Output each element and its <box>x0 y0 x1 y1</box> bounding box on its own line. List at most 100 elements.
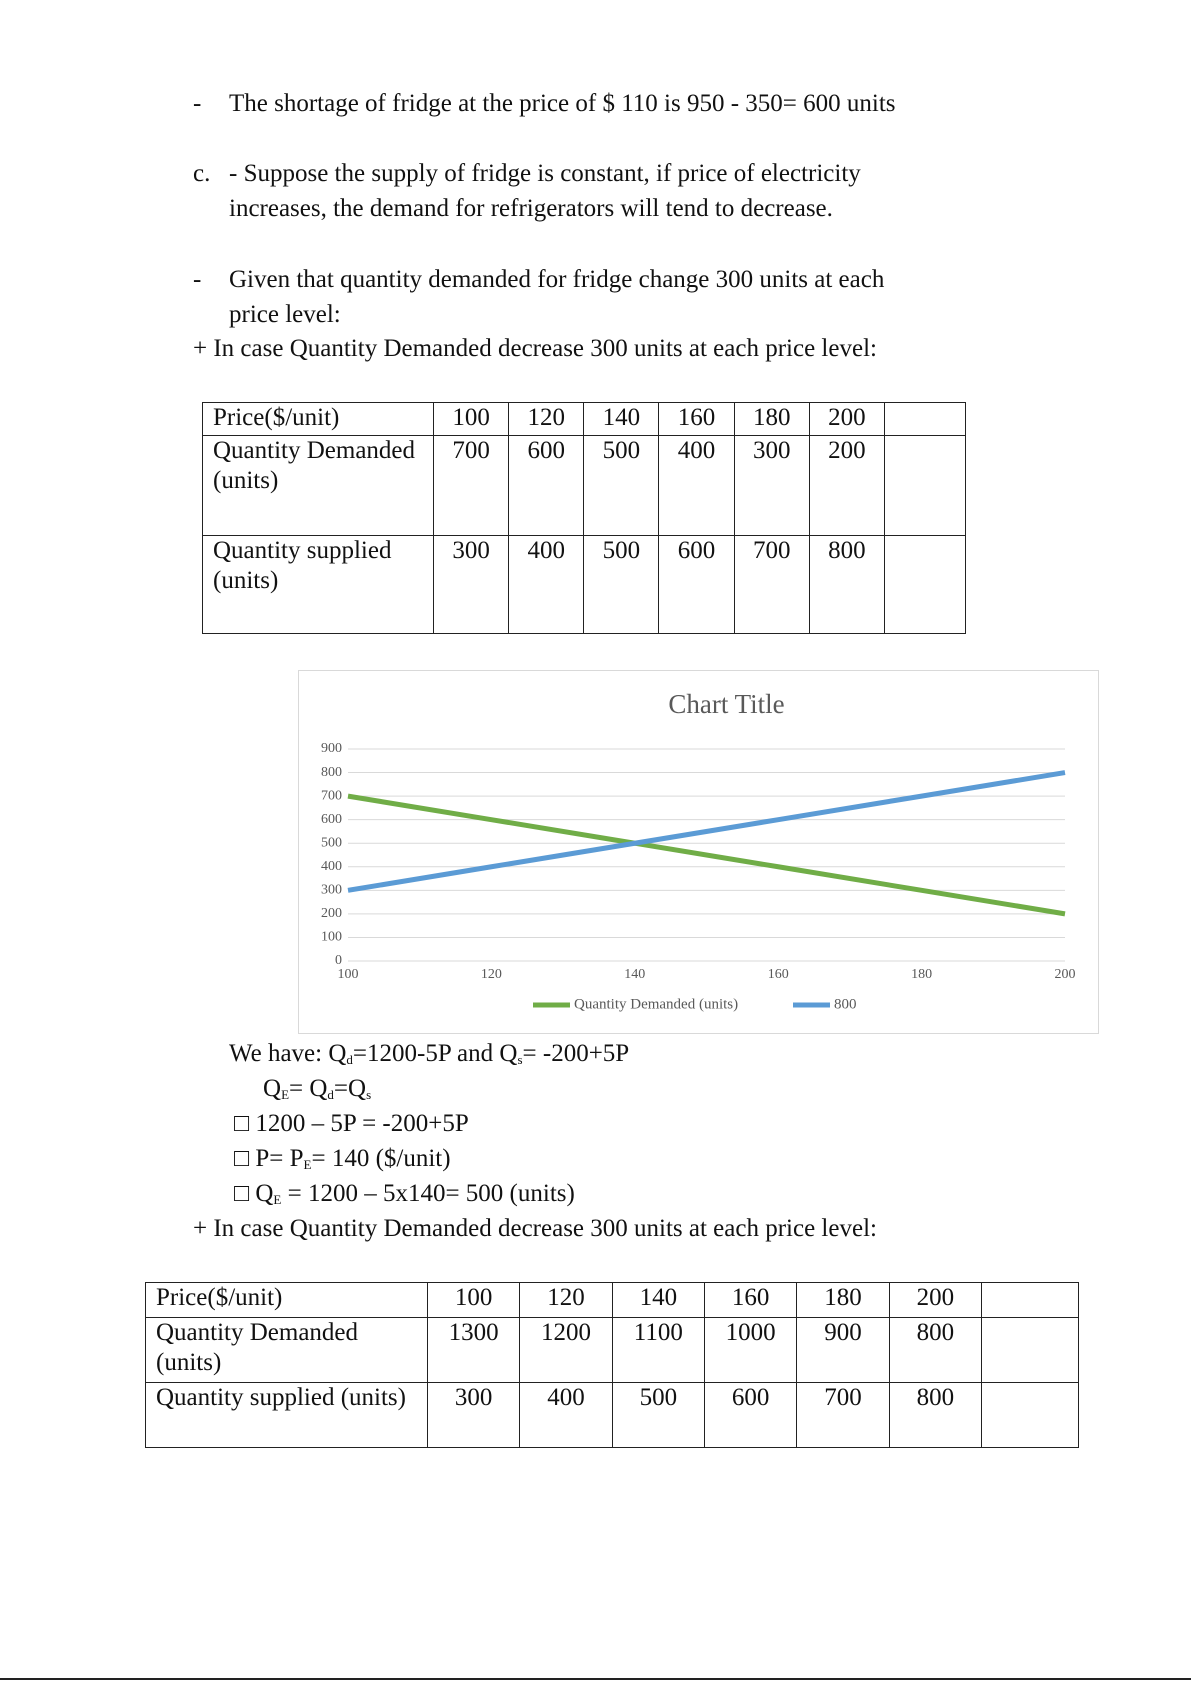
equation-text: □ Q <box>234 1180 274 1207</box>
subscript: E <box>303 1157 312 1172</box>
x-tick-label: 100 <box>338 967 359 982</box>
table-cell: 1000 <box>703 1317 798 1383</box>
x-tick-label: 200 <box>1055 967 1076 982</box>
table-cell: 1300 <box>426 1317 521 1383</box>
subscript: d <box>346 1052 353 1067</box>
table-cell: 120 <box>519 1282 613 1318</box>
y-tick-label: 200 <box>321 906 342 921</box>
table-cell: 500 <box>583 535 660 634</box>
legend-label: 800 <box>834 996 857 1012</box>
table-cell: 200 <box>808 402 886 436</box>
table-cell: Quantity Demanded (units) <box>202 435 434 536</box>
table-row: Quantity Demanded (units) 700 600 500 400 300… <box>202 435 966 536</box>
y-tick-label: 700 <box>321 788 342 803</box>
data-line <box>347 770 1066 893</box>
equation-text: □ 1200 – 5P = -200+5P <box>234 1110 469 1137</box>
table-cell <box>884 535 966 634</box>
paragraph-text: - Suppose the supply of fridge is consta… <box>229 160 861 222</box>
bullet-marker: c. <box>193 160 211 187</box>
paragraph-text: In case Quantity Demanded decrease 300 u… <box>213 335 877 362</box>
x-tick-label: 160 <box>768 967 789 982</box>
equation-text: =Q <box>333 1075 367 1102</box>
table-cell: 200 <box>808 435 886 536</box>
equation: □ P= PE= 140 ($/unit) <box>234 1141 451 1176</box>
table-cell: 160 <box>658 402 735 436</box>
legend-label: Quantity Demanded (units) <box>574 996 738 1012</box>
table-cell: 120 <box>508 402 585 436</box>
table-cell: 700 <box>796 1382 890 1448</box>
table-cell <box>884 402 966 436</box>
equation-text: We have: Q <box>229 1040 347 1067</box>
y-tick-label: 600 <box>321 812 342 827</box>
bullet-marker: + <box>193 1215 208 1242</box>
equation: We have: Qd=1200-5P and Qs= -200+5P <box>229 1036 629 1071</box>
table-cell <box>981 1282 1079 1318</box>
bullet-marker: - <box>193 90 202 117</box>
table-cell: 100 <box>426 1282 521 1318</box>
table-cell: 500 <box>611 1382 705 1448</box>
chart: Chart Title01002003004005006007008009001… <box>298 670 1099 1034</box>
paragraph: + In case Quantity Demanded decrease 300… <box>193 331 913 366</box>
table-cell <box>981 1317 1079 1383</box>
table: Price($/unit) 100 120 140 160 180 200 Quantity … <box>145 1282 1079 1448</box>
table-cell: 300 <box>733 435 810 536</box>
subscript: E <box>281 1087 290 1102</box>
equation-text: = 140 ($/unit) <box>311 1145 451 1172</box>
table-cell: Price($/unit) <box>145 1282 428 1318</box>
table-cell: 700 <box>733 535 810 634</box>
table-cell: Quantity supplied (units) <box>202 535 434 634</box>
table-cell: 200 <box>888 1282 983 1318</box>
equation-text: = Q <box>289 1075 328 1102</box>
table-cell: Price($/unit) <box>202 402 434 436</box>
x-tick-label: 140 <box>624 967 645 982</box>
table-cell: Quantity Demanded (units) <box>145 1317 428 1383</box>
equation-text: = -200+5P <box>522 1040 630 1067</box>
table-cell: 400 <box>519 1382 613 1448</box>
table-cell: 600 <box>508 435 585 536</box>
table: Price($/unit) 100 120 140 160 180 200 Quantity … <box>202 402 966 634</box>
equation: QE= Qd=Qs <box>263 1071 371 1106</box>
equation: □ QE = 1200 – 5x140= 500 (units) <box>234 1176 575 1211</box>
table-cell: 1200 <box>519 1317 613 1383</box>
paragraph: - The shortage of fridge at the price of … <box>193 86 913 121</box>
y-tick-label: 500 <box>321 835 342 850</box>
table-row: Quantity supplied (units) 300 400 500 600 700… <box>202 535 966 634</box>
table-cell: 1100 <box>611 1317 705 1383</box>
paragraph-text: The shortage of fridge at the price of $… <box>229 90 896 117</box>
table-cell: Quantity supplied (units) <box>145 1382 428 1448</box>
table-cell: 180 <box>796 1282 890 1318</box>
table-cell: 400 <box>508 535 585 634</box>
paragraph: + In case Quantity Demanded decrease 300… <box>193 1211 913 1246</box>
table-cell <box>884 435 966 536</box>
table-cell: 140 <box>583 402 660 436</box>
equation-text: Q <box>263 1075 282 1102</box>
table-cell: 900 <box>796 1317 890 1383</box>
data-line <box>347 793 1066 917</box>
table-cell: 800 <box>808 535 886 634</box>
subscript: s <box>517 1052 523 1067</box>
equation-text: = 1200 – 5x140= 500 (units) <box>281 1180 575 1207</box>
y-tick-label: 100 <box>321 930 342 945</box>
table-cell: 800 <box>888 1382 983 1448</box>
y-tick-label: 300 <box>321 883 342 898</box>
x-tick-label: 120 <box>481 967 502 982</box>
table-cell: 600 <box>703 1382 798 1448</box>
table-cell <box>981 1382 1079 1448</box>
table-cell: 800 <box>888 1317 983 1383</box>
subscript: d <box>327 1087 334 1102</box>
bullet-marker: - <box>193 266 202 293</box>
y-tick-label: 0 <box>335 953 342 968</box>
table-row: Price($/unit) 100 120 140 160 180 200 <box>145 1282 1079 1318</box>
table-cell: 160 <box>703 1282 798 1318</box>
table-row: Quantity supplied (units) 300 400 500 600 700… <box>145 1382 1079 1448</box>
y-tick-label: 900 <box>321 741 342 756</box>
paragraph-text: Given that quantity demanded for fridge … <box>229 266 885 328</box>
page-rule <box>0 1678 1191 1680</box>
table-cell: 300 <box>426 1382 521 1448</box>
subscript: E <box>273 1192 282 1207</box>
table-cell: 140 <box>611 1282 705 1318</box>
y-tick-label: 400 <box>321 859 342 874</box>
x-tick-label: 180 <box>911 967 932 982</box>
table-cell: 100 <box>432 402 510 436</box>
